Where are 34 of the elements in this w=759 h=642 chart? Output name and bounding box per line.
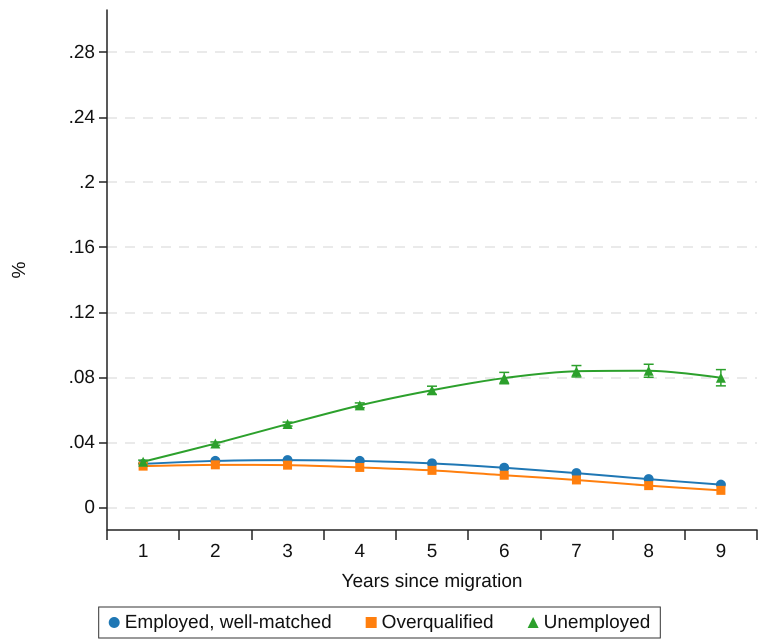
legend-label: Unemployed [544, 612, 650, 633]
point [210, 438, 220, 449]
point [644, 481, 654, 490]
x-tick-label: 4 [354, 541, 366, 562]
y-tick-label: .2 [79, 172, 95, 193]
point [500, 470, 509, 480]
legend-label: Employed, well-matched [124, 612, 332, 633]
y-tick-label: .04 [68, 432, 96, 453]
legend-label: Overqualified [382, 612, 494, 633]
point [282, 419, 293, 430]
point [716, 486, 726, 495]
point [355, 462, 364, 472]
x-tick-label: 9 [716, 541, 726, 562]
y-tick-label: .16 [68, 236, 95, 258]
x-tick-label: 3 [282, 541, 293, 562]
x-tick-label: 7 [571, 541, 582, 562]
y-tick-label: .24 [68, 106, 96, 128]
point [210, 460, 220, 470]
y-tick-label: 0 [84, 496, 95, 518]
x-tick-label: 5 [426, 541, 438, 562]
point [716, 372, 726, 383]
point [354, 400, 365, 410]
x-axis-title: Years since migration [342, 571, 522, 592]
y-tick-label: .28 [68, 42, 95, 63]
point [283, 460, 292, 470]
point [572, 475, 581, 484]
x-tick-label: 6 [498, 541, 510, 562]
y-tick-label: .08 [68, 366, 95, 388]
point [428, 466, 436, 475]
x-tick-label: 2 [210, 541, 221, 562]
x-tick-label: 8 [643, 541, 654, 562]
y-axis-title: % [9, 261, 30, 278]
x-tick-label: 1 [138, 541, 148, 562]
y-tick-label: .12 [68, 302, 95, 323]
